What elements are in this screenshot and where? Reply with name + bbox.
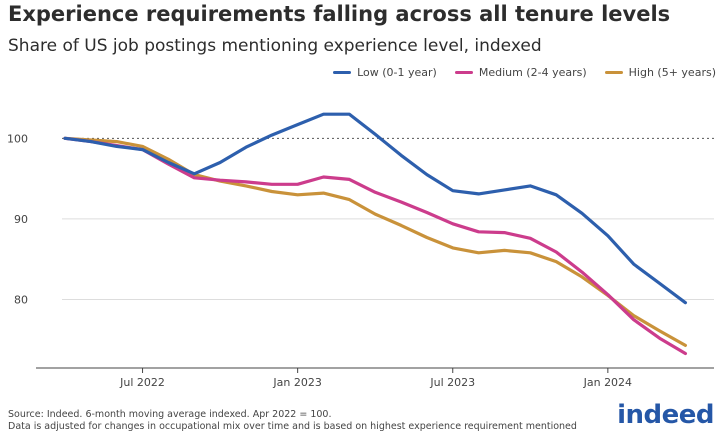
legend-swatch-low <box>333 71 352 74</box>
x-tick-label: Jan 2024 <box>583 376 632 389</box>
legend-swatch-medium <box>454 71 473 74</box>
footer-note: Source: Indeed. 6-month moving average i… <box>8 409 577 433</box>
methodology-note: Data is adjusted for changes in occupati… <box>8 421 577 432</box>
source-note: Source: Indeed. 6-month moving average i… <box>8 409 332 420</box>
x-tick-label: Jul 2023 <box>429 376 475 389</box>
legend-item-medium: Medium (2-4 years) <box>454 66 587 79</box>
line-chart: 80 90 100 Jul 2022 Jan 2023 Jul 2023 Jan 2024 <box>7 112 714 389</box>
chart-title: Experience requirements falling across a… <box>8 2 671 26</box>
legend-label-high: High (5+ years) <box>628 66 716 79</box>
legend-item-high: High (5+ years) <box>604 66 716 79</box>
legend-label-low: Low (0-1 year) <box>357 66 437 79</box>
series-line-high <box>63 136 687 347</box>
logo-text: indeed <box>617 400 714 430</box>
legend-label-medium: Medium (2-4 years) <box>478 66 587 79</box>
series-line-medium <box>63 136 687 356</box>
x-tick-label: Jul 2022 <box>119 376 165 389</box>
y-tick-label-100: 100 <box>7 132 28 145</box>
x-tick-label: Jan 2023 <box>272 376 321 389</box>
legend-item-low: Low (0-1 year) <box>333 66 437 79</box>
y-tick-label-80: 80 <box>14 294 28 307</box>
legend: Low (0-1 year) Medium (2-4 years) High (… <box>333 66 716 79</box>
series-line-low <box>63 112 687 305</box>
indeed-logo: indeed <box>617 400 714 430</box>
chart-subtitle: Share of US job postings mentioning expe… <box>8 36 542 56</box>
legend-swatch-high <box>604 71 623 74</box>
y-tick-label-90: 90 <box>14 213 28 226</box>
